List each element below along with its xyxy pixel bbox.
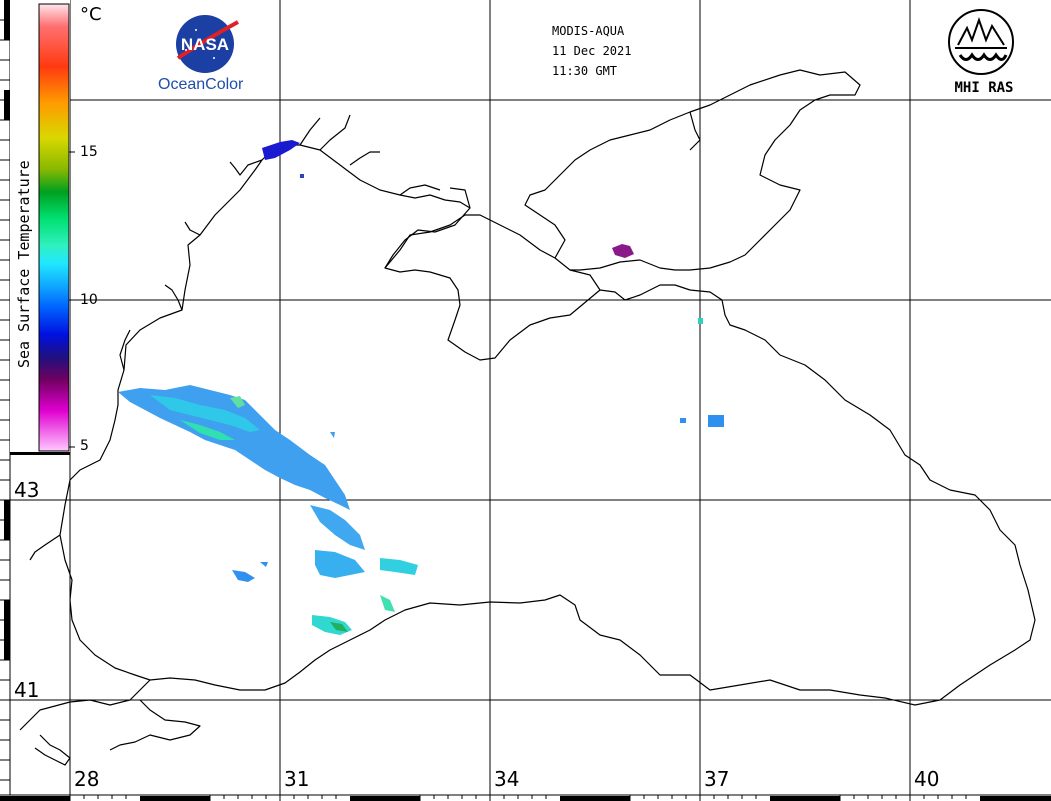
legend-tick: 15 xyxy=(80,144,98,160)
legend-title: Sea Surface Temperature xyxy=(15,160,33,368)
colorbar-ticks xyxy=(69,151,75,448)
longitude-label: 28 xyxy=(74,767,100,791)
legend-unit: °C xyxy=(80,4,102,25)
sst-colorbar xyxy=(38,3,70,452)
legend-tick: 5 xyxy=(80,438,89,454)
coastline xyxy=(19,69,1036,766)
longitude-label: 31 xyxy=(284,767,310,791)
sensor-label: MODIS-AQUA xyxy=(552,24,625,38)
mhi-ras-label: MHI RAS xyxy=(954,80,1014,96)
mhi-logo xyxy=(948,9,1014,75)
oceancolor-label: OceanColor xyxy=(158,76,244,93)
latitude-label: 41 xyxy=(14,678,40,702)
longitude-label: 37 xyxy=(704,767,730,791)
sst-data xyxy=(118,140,724,635)
legend-tick: 10 xyxy=(80,292,98,308)
time-label: 11:30 GMT xyxy=(552,64,618,78)
longitude-label: 40 xyxy=(914,767,940,791)
date-label: 11 Dec 2021 xyxy=(552,44,632,58)
latitude-ruler-bars xyxy=(4,0,10,660)
longitude-ruler xyxy=(0,794,1051,801)
nasa-text: NASA xyxy=(181,35,229,54)
latitude-label: 43 xyxy=(14,478,40,502)
nasa-logo: NASA xyxy=(176,15,239,73)
longitude-label: 34 xyxy=(494,767,520,791)
